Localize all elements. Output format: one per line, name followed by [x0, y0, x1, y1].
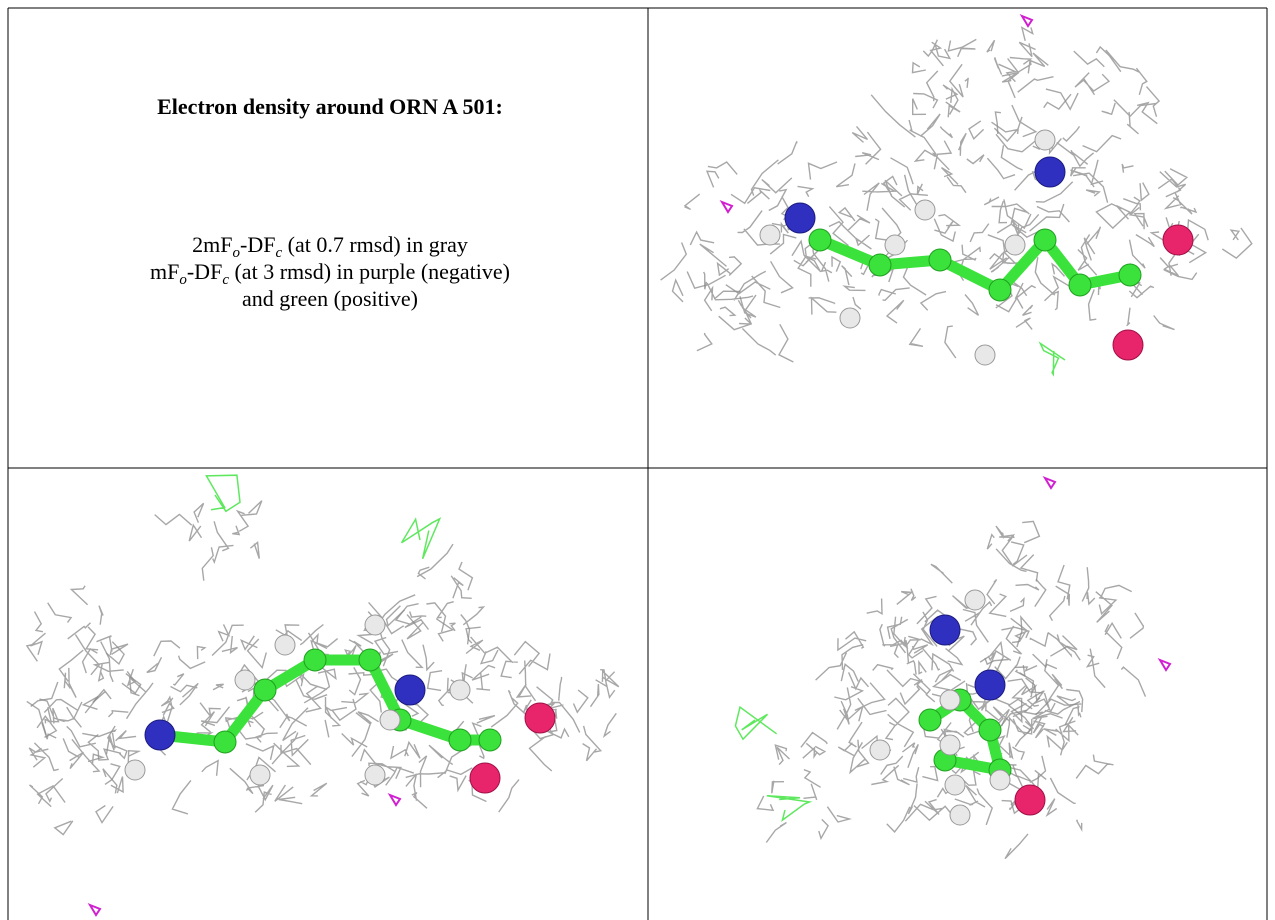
- carbon-atom: [1118, 263, 1142, 287]
- oxygen-atom: [469, 762, 501, 794]
- negative-density: [387, 792, 402, 807]
- hydrogen-atom: [364, 614, 386, 636]
- density-mesh: [374, 543, 486, 645]
- hydrogen-atom: [989, 769, 1011, 791]
- caption-text: and green (positive): [242, 286, 418, 311]
- nitrogen-atom: [394, 674, 426, 706]
- subscript: o: [233, 245, 241, 261]
- positive-density: [1038, 341, 1066, 377]
- density-mesh: [986, 520, 1041, 582]
- positive-density: [766, 794, 813, 822]
- hydrogen-atom: [944, 774, 966, 796]
- subscript: c: [222, 272, 229, 288]
- carbon-atom: [303, 648, 327, 672]
- hydrogen-atom: [869, 739, 891, 761]
- density-panel: [25, 474, 620, 917]
- density-mesh: [1045, 45, 1161, 135]
- negative-density: [1157, 657, 1172, 672]
- density-panel: [734, 475, 1172, 860]
- oxygen-atom: [524, 702, 556, 734]
- hydrogen-atom: [124, 759, 146, 781]
- nitrogen-atom: [784, 202, 816, 234]
- caption-text: mF: [150, 259, 179, 284]
- nitrogen-atom: [1034, 156, 1066, 188]
- hydrogen-atom: [939, 689, 961, 711]
- carbon-atom: [448, 728, 472, 752]
- panel-content: [734, 475, 1172, 860]
- oxygen-atom: [1014, 784, 1046, 816]
- hydrogen-atom: [379, 709, 401, 731]
- nitrogen-atom: [974, 669, 1006, 701]
- caption-line: and green (positive): [242, 286, 418, 311]
- carbon-atom: [868, 253, 892, 277]
- carbon-atom: [478, 728, 502, 752]
- panel-content: [25, 474, 620, 917]
- density-mesh: [25, 585, 142, 714]
- carbon-atom: [213, 730, 237, 754]
- caption-text: -DF: [187, 259, 222, 284]
- carbon-atom: [928, 248, 952, 272]
- caption-text: -DF: [240, 232, 275, 257]
- hydrogen-atom: [234, 669, 256, 691]
- negative-density: [719, 199, 734, 214]
- subscript: o: [179, 272, 187, 288]
- carbon-atom: [978, 718, 1002, 742]
- hydrogen-atom: [949, 804, 971, 826]
- hydrogen-atom: [939, 734, 961, 756]
- positive-density: [205, 474, 241, 513]
- nitrogen-atom: [929, 614, 961, 646]
- hydrogen-atom: [274, 634, 296, 656]
- caption-line: 2mFo-DFc (at 0.7 rmsd) in gray: [192, 232, 468, 261]
- density-mesh: [911, 26, 1072, 143]
- density-mesh: [28, 722, 142, 836]
- panels: [25, 13, 1253, 917]
- carbon-atom: [808, 228, 832, 252]
- hydrogen-atom: [1034, 129, 1056, 151]
- hydrogen-atom: [884, 234, 906, 256]
- density-mesh: [154, 500, 263, 581]
- carbon-atom: [918, 708, 942, 732]
- hydrogen-atom: [449, 679, 471, 701]
- caption-line: mFo-DFc (at 3 rmsd) in purple (negative): [150, 259, 510, 288]
- oxygen-atom: [1112, 329, 1144, 361]
- density-mesh: [984, 564, 1147, 726]
- density-panel: [660, 13, 1253, 377]
- caption-title: Electron density around ORN A 501:: [157, 94, 503, 119]
- negative-density: [1019, 13, 1034, 28]
- hydrogen-atom: [364, 764, 386, 786]
- panel-content: [660, 13, 1253, 377]
- caption-text: 2mF: [192, 232, 232, 257]
- density-mesh: [756, 731, 852, 843]
- density-mesh: [671, 243, 777, 356]
- hydrogen-atom: [249, 764, 271, 786]
- hydrogen-atom: [964, 589, 986, 611]
- oxygen-atom: [1162, 224, 1194, 256]
- hydrogen-atom: [759, 224, 781, 246]
- negative-density: [1042, 475, 1057, 490]
- positive-density: [400, 517, 442, 560]
- carbon-atom: [253, 678, 277, 702]
- carbon-atom: [358, 648, 382, 672]
- hydrogen-atom: [1004, 234, 1026, 256]
- caption-text: (at 0.7 rmsd) in gray: [282, 232, 468, 257]
- hydrogen-atom: [974, 344, 996, 366]
- negative-density: [87, 902, 102, 917]
- carbon-atom: [988, 278, 1012, 302]
- nitrogen-atom: [144, 719, 176, 751]
- positive-density: [734, 705, 778, 741]
- hydrogen-atom: [839, 307, 861, 329]
- carbon-atom: [1068, 273, 1092, 297]
- subscript: c: [275, 245, 282, 261]
- caption-text: (at 3 rmsd) in purple (negative): [229, 259, 510, 284]
- hydrogen-atom: [914, 199, 936, 221]
- carbon-atom: [1033, 228, 1057, 252]
